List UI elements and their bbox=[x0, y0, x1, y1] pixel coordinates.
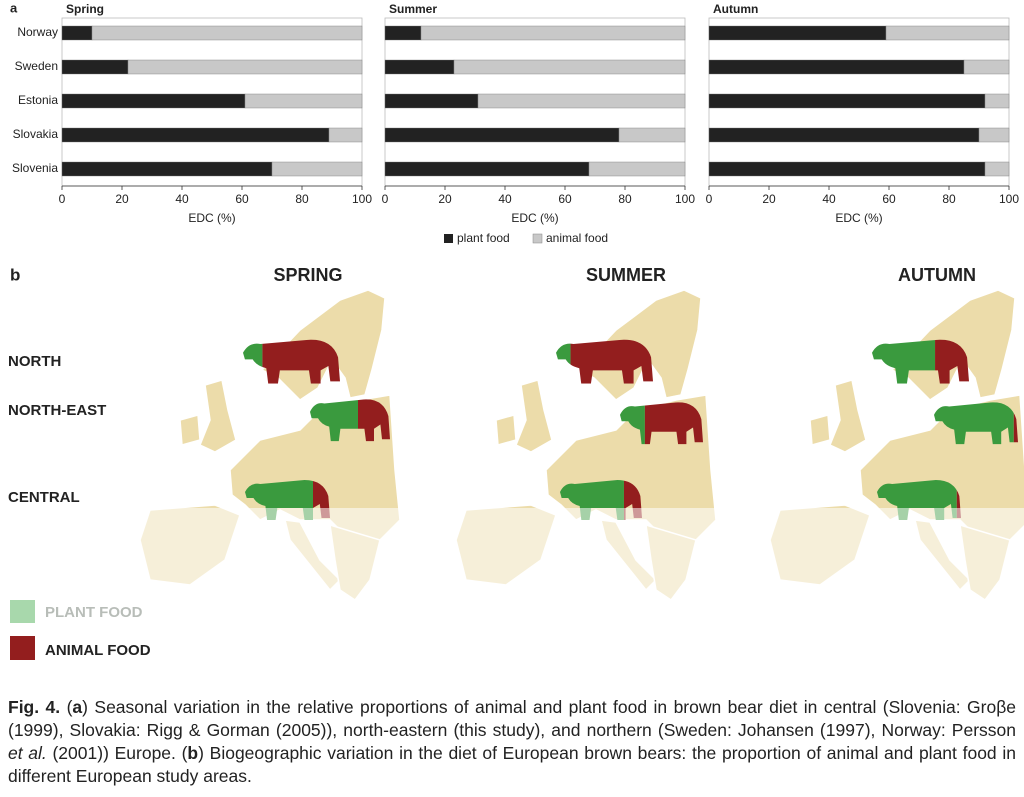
caption-part: ) Biogeographic variation in the diet of… bbox=[8, 743, 1016, 786]
map-fade bbox=[100, 508, 1024, 618]
season-title: AUTUMN bbox=[898, 265, 976, 285]
legend-label: PLANT FOOD bbox=[45, 604, 143, 621]
x-tick-label: 40 bbox=[175, 192, 189, 206]
x-tick-label: 100 bbox=[675, 192, 695, 206]
x-axis-label: EDC (%) bbox=[511, 211, 558, 225]
y-tick-label: Estonia bbox=[18, 93, 58, 107]
x-tick-label: 40 bbox=[822, 192, 836, 206]
x-tick-label: 20 bbox=[115, 192, 129, 206]
bar bbox=[384, 93, 479, 109]
x-tick-label: 80 bbox=[618, 192, 632, 206]
bar bbox=[963, 59, 1010, 75]
bar bbox=[384, 127, 620, 143]
x-tick-label: 60 bbox=[235, 192, 249, 206]
legend-label: animal food bbox=[546, 231, 608, 245]
bar bbox=[61, 161, 273, 177]
bar bbox=[127, 59, 363, 75]
chart-title: Summer bbox=[389, 2, 437, 16]
x-axis-label: EDC (%) bbox=[188, 211, 235, 225]
bar bbox=[61, 25, 93, 41]
season-title: SPRING bbox=[273, 265, 342, 285]
x-tick-label: 20 bbox=[762, 192, 776, 206]
bar bbox=[708, 25, 887, 41]
region-label: NORTH bbox=[8, 353, 61, 370]
legend-label: ANIMAL FOOD bbox=[45, 642, 151, 659]
bar bbox=[708, 93, 986, 109]
x-tick-label: 0 bbox=[382, 192, 389, 206]
bar bbox=[271, 161, 363, 177]
figure: a b SPRING SUMMER AUTUMN NORTH NORTH-EAS… bbox=[8, 0, 1024, 660]
bar bbox=[91, 25, 363, 41]
bar bbox=[708, 161, 986, 177]
chart-title: Autumn bbox=[713, 2, 758, 16]
y-tick-label: Slovenia bbox=[12, 161, 58, 175]
panel-label: a bbox=[10, 0, 18, 15]
bar bbox=[61, 59, 129, 75]
caption-part: Fig. 4. bbox=[8, 697, 61, 717]
region-label: CENTRAL bbox=[8, 489, 80, 506]
caption-part: (2001)) Europe. ( bbox=[46, 743, 188, 763]
caption-part: ) Seasonal variation in the relative pro… bbox=[8, 697, 1016, 740]
bar bbox=[477, 93, 686, 109]
bar bbox=[984, 93, 1010, 109]
bar bbox=[708, 127, 980, 143]
x-axis-label: EDC (%) bbox=[835, 211, 882, 225]
bar bbox=[61, 93, 246, 109]
bar bbox=[328, 127, 363, 143]
season-title: SUMMER bbox=[586, 265, 666, 285]
caption-part: b bbox=[187, 743, 199, 763]
bar bbox=[420, 25, 686, 41]
caption-part: a bbox=[72, 697, 83, 717]
x-tick-label: 100 bbox=[999, 192, 1019, 206]
legend-swatch bbox=[10, 600, 35, 623]
bar bbox=[708, 59, 965, 75]
x-tick-label: 60 bbox=[558, 192, 572, 206]
y-tick-label: Norway bbox=[17, 25, 58, 39]
y-tick-label: Slovakia bbox=[13, 127, 59, 141]
bar bbox=[978, 127, 1010, 143]
bar bbox=[588, 161, 686, 177]
legend-swatch bbox=[444, 234, 453, 243]
bar bbox=[984, 161, 1010, 177]
x-tick-label: 40 bbox=[498, 192, 512, 206]
legend-swatch bbox=[10, 636, 35, 660]
x-tick-label: 80 bbox=[295, 192, 309, 206]
x-tick-label: 0 bbox=[59, 192, 66, 206]
bar bbox=[384, 59, 455, 75]
caption: Fig. 4. (a) Seasonal variation in the re… bbox=[8, 696, 1016, 788]
chart-title: Spring bbox=[66, 2, 104, 16]
bar bbox=[885, 25, 1010, 41]
x-tick-label: 0 bbox=[706, 192, 713, 206]
bar bbox=[384, 161, 590, 177]
legend-swatch bbox=[532, 233, 543, 244]
bar bbox=[618, 127, 686, 143]
x-tick-label: 60 bbox=[882, 192, 896, 206]
bar bbox=[244, 93, 363, 109]
x-tick-label: 20 bbox=[438, 192, 452, 206]
legend-label: plant food bbox=[457, 231, 510, 245]
x-tick-label: 100 bbox=[352, 192, 372, 206]
bar bbox=[384, 25, 422, 41]
bar bbox=[453, 59, 686, 75]
y-tick-label: Sweden bbox=[15, 59, 58, 73]
x-tick-label: 80 bbox=[942, 192, 956, 206]
caption-part: ( bbox=[60, 697, 73, 717]
panel-label: b bbox=[10, 265, 20, 284]
region-label: NORTH-EAST bbox=[8, 402, 106, 419]
bar bbox=[61, 127, 330, 143]
caption-part: et al. bbox=[8, 743, 47, 763]
